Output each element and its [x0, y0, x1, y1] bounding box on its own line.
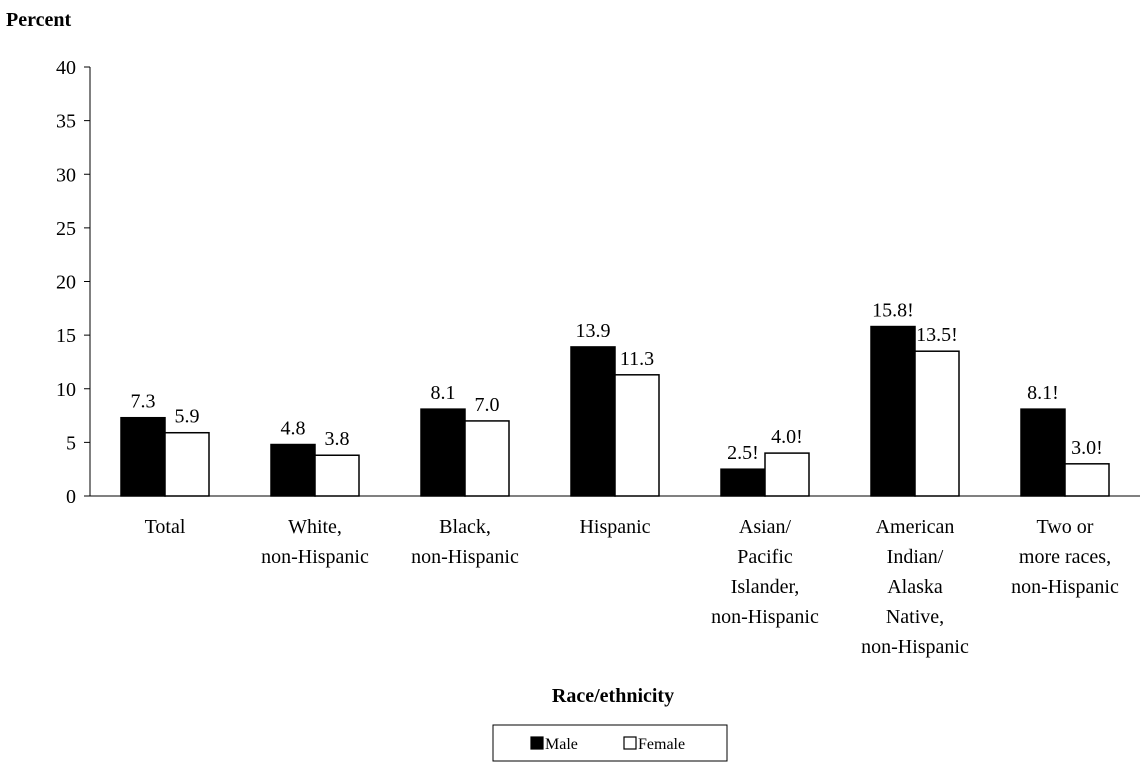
data-label: 4.8 — [281, 418, 306, 440]
category-label: White, non-Hispanic — [261, 516, 369, 568]
data-label: 3.0! — [1071, 437, 1103, 459]
y-axis: 0 5 10 15 20 25 30 35 40 — [56, 57, 91, 508]
data-label: 8.1 — [431, 382, 456, 404]
category-label: Black, non-Hispanic — [411, 516, 519, 568]
category-label-line: non-Hispanic — [861, 636, 969, 658]
category-label-line: Alaska — [887, 576, 943, 598]
bar-male — [420, 408, 466, 497]
category-label-line: Islander, — [731, 576, 800, 598]
bar-female — [1064, 463, 1110, 497]
category-label-line: more races, — [1019, 546, 1111, 568]
category-label: American Indian/Alaska Native, non-Hispanic — [861, 516, 969, 658]
category-label: Two or more races, non-Hispanic — [1011, 516, 1119, 598]
y-tick-label: 15 — [56, 325, 76, 347]
category-label-line: Black, — [439, 516, 491, 538]
y-tick-label: 20 — [56, 272, 76, 294]
bar-female — [164, 431, 210, 497]
category-label: Hispanic — [579, 516, 650, 538]
category-label-line: non-Hispanic — [411, 546, 519, 568]
legend-label-male: Male — [545, 736, 578, 753]
y-tick-label: 5 — [66, 432, 76, 454]
category-label-line: Hispanic — [579, 516, 650, 538]
category-label: Total — [145, 516, 186, 538]
legend-label-female: Female — [638, 736, 685, 753]
y-tick-label: 40 — [56, 57, 76, 79]
data-labels: 7.3 4.8 8.1 13.9 2.5! 15.8! 8.1! 5.9 3.8 7.0 11.3 4… — [131, 300, 1103, 465]
category-label-line: non-Hispanic — [1011, 576, 1119, 598]
y-axis-title: Percent — [6, 9, 71, 31]
legend-swatch-female — [623, 736, 637, 750]
x-axis-title: Race/ethnicity — [552, 685, 674, 707]
category-label-line: American — [876, 516, 955, 538]
bar-female — [614, 374, 660, 497]
bar-male — [570, 346, 616, 497]
category-label: Asian/Pacific Islander, non-Hispanic — [711, 516, 819, 628]
data-label: 7.3 — [131, 391, 156, 413]
category-label-line: Total — [145, 516, 186, 538]
category-label-line: White, — [288, 516, 342, 538]
bar-female — [764, 452, 810, 497]
y-tick-label: 30 — [56, 164, 76, 186]
bar-male — [1020, 408, 1066, 497]
legend-box — [492, 724, 728, 762]
data-label: 7.0 — [475, 394, 500, 416]
bar-male — [870, 325, 916, 497]
category-label-line: Two or — [1037, 516, 1094, 538]
data-label: 4.0! — [771, 426, 803, 448]
bar-female — [314, 454, 360, 497]
bar-female — [464, 420, 510, 497]
legend-swatch-male — [530, 736, 544, 750]
bar-male — [120, 416, 166, 497]
y-tick-label: 25 — [56, 218, 76, 240]
y-tick-label: 0 — [66, 486, 76, 508]
category-label-line: Native, — [886, 606, 944, 628]
legend: Male Female — [492, 724, 728, 762]
bar-male — [270, 443, 316, 497]
y-tick-label: 35 — [56, 111, 76, 133]
category-label-line: Indian/ — [887, 546, 944, 568]
category-label-line: non-Hispanic — [711, 606, 819, 628]
category-label-line: non-Hispanic — [261, 546, 369, 568]
data-label: 13.9 — [576, 320, 611, 342]
x-axis: Total White, non-Hispanic Black, non-Hispani… — [90, 495, 1140, 658]
data-label: 15.8! — [872, 300, 914, 322]
category-label-line: Pacific — [737, 546, 793, 568]
data-label: 13.5! — [916, 324, 958, 346]
data-label: 5.9 — [175, 406, 200, 428]
category-label-line: Asian/ — [739, 516, 792, 538]
bars — [120, 325, 1110, 497]
data-label: 2.5! — [727, 442, 759, 464]
data-label: 3.8 — [325, 428, 350, 450]
y-tick-label: 10 — [56, 379, 76, 401]
bar-male — [720, 468, 766, 497]
data-label: 11.3 — [620, 348, 654, 370]
data-label: 8.1! — [1027, 382, 1059, 404]
bar-female — [914, 350, 960, 497]
